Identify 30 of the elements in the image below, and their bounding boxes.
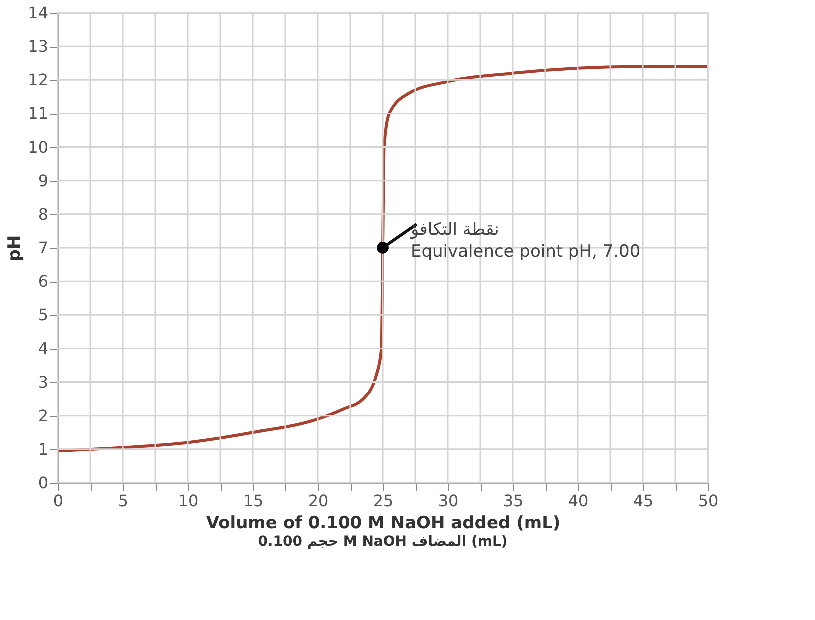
y-tick-label: 6 [38, 272, 48, 292]
x-tick-label: 20 [308, 492, 329, 510]
y-tick-label: 12 [28, 70, 48, 90]
text: حجم 0.100 M NaOH المضاف (mL) [258, 534, 508, 550]
x-tick-label: 45 [633, 492, 654, 510]
x-tick-label: 10 [178, 492, 199, 510]
y-tick-label: 3 [38, 372, 48, 392]
x-tick-label: 30 [438, 492, 459, 510]
y-tick-label: 8 [38, 204, 48, 224]
y-tick-label: 14 [28, 4, 48, 22]
y-tick-label: 0 [38, 474, 48, 492]
x-tick-label: 35 [503, 492, 524, 510]
x-axis-title: Volume of 0.100 M NaOH added (mL) [206, 514, 561, 534]
y-tick-label: 4 [38, 339, 48, 358]
x-tick-label: 15 [243, 492, 264, 510]
y-tick-label: 5 [38, 306, 48, 325]
y-tick-label: 13 [28, 37, 48, 56]
y-tick-label: 7 [38, 238, 48, 258]
line-series [56, 65, 710, 453]
y-tick-label: 1 [38, 440, 48, 459]
x-tick-label: 5 [118, 492, 129, 510]
x-tick-label: 40 [568, 492, 589, 510]
y-axis-title: pH [5, 235, 26, 262]
y-tick-label: 2 [38, 406, 48, 426]
y-tick-label: 11 [28, 104, 48, 124]
y-tick-label: 10 [28, 138, 48, 157]
y-tick-label: 9 [38, 171, 48, 190]
x-tick-label: 50 [698, 492, 719, 510]
x-tick-label: 0 [53, 492, 64, 510]
x-tick-label: 25 [373, 492, 394, 510]
